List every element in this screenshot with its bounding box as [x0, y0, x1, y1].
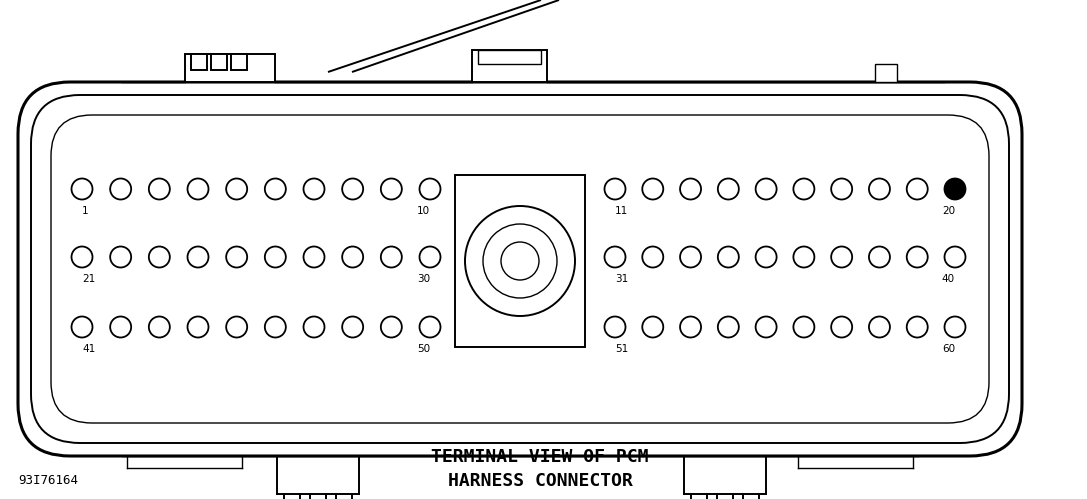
Circle shape: [187, 316, 209, 337]
Text: 30: 30: [417, 274, 430, 284]
Circle shape: [149, 179, 170, 200]
Circle shape: [794, 179, 814, 200]
Circle shape: [680, 247, 701, 267]
Text: 1: 1: [82, 206, 89, 216]
Bar: [472, 50, 547, 82]
Text: 60: 60: [941, 344, 955, 354]
Circle shape: [869, 179, 890, 200]
Circle shape: [680, 179, 701, 200]
FancyBboxPatch shape: [51, 115, 989, 423]
Circle shape: [149, 247, 170, 267]
Circle shape: [755, 179, 776, 200]
Circle shape: [717, 316, 739, 337]
Circle shape: [794, 316, 814, 337]
Circle shape: [907, 179, 927, 200]
Text: 40: 40: [941, 274, 955, 284]
Circle shape: [604, 247, 625, 267]
FancyBboxPatch shape: [18, 82, 1022, 456]
Circle shape: [832, 179, 852, 200]
Circle shape: [945, 316, 965, 337]
Text: 10: 10: [417, 206, 430, 216]
Circle shape: [226, 179, 247, 200]
Circle shape: [380, 247, 402, 267]
Circle shape: [717, 247, 739, 267]
Circle shape: [642, 247, 663, 267]
Circle shape: [265, 247, 286, 267]
Circle shape: [465, 206, 575, 316]
Circle shape: [642, 179, 663, 200]
Circle shape: [303, 316, 325, 337]
Text: 20: 20: [941, 206, 955, 216]
Circle shape: [483, 224, 557, 298]
Text: TERMINAL VIEW OF PCM: TERMINAL VIEW OF PCM: [432, 448, 649, 466]
Text: 41: 41: [82, 344, 96, 354]
Text: 21: 21: [82, 274, 96, 284]
Circle shape: [832, 316, 852, 337]
Circle shape: [72, 316, 92, 337]
Circle shape: [604, 179, 625, 200]
Circle shape: [226, 316, 247, 337]
Circle shape: [604, 316, 625, 337]
Circle shape: [303, 247, 325, 267]
Circle shape: [149, 316, 170, 337]
Circle shape: [380, 179, 402, 200]
Circle shape: [420, 247, 440, 267]
Text: HARNESS CONNECTOR: HARNESS CONNECTOR: [448, 472, 633, 490]
Circle shape: [265, 316, 286, 337]
Circle shape: [869, 316, 890, 337]
Circle shape: [303, 179, 325, 200]
Bar: [185, 54, 275, 82]
Circle shape: [265, 179, 286, 200]
Circle shape: [832, 247, 852, 267]
Text: 11: 11: [615, 206, 628, 216]
Text: 51: 51: [615, 344, 628, 354]
Circle shape: [501, 242, 539, 280]
Circle shape: [420, 316, 440, 337]
Circle shape: [342, 179, 363, 200]
Circle shape: [717, 179, 739, 200]
Circle shape: [72, 179, 92, 200]
Circle shape: [680, 316, 701, 337]
Circle shape: [642, 316, 663, 337]
Circle shape: [945, 179, 965, 200]
Bar: [232, 54, 247, 70]
Circle shape: [945, 247, 965, 267]
Circle shape: [110, 247, 132, 267]
Circle shape: [187, 179, 209, 200]
Text: 93I76164: 93I76164: [18, 475, 78, 488]
Bar: [875, 64, 897, 82]
Bar: [211, 54, 227, 70]
Circle shape: [380, 316, 402, 337]
Bar: [455, 175, 585, 347]
Circle shape: [755, 316, 776, 337]
Bar: [191, 54, 207, 70]
Circle shape: [794, 247, 814, 267]
Circle shape: [755, 247, 776, 267]
Text: 50: 50: [417, 344, 430, 354]
Circle shape: [187, 247, 209, 267]
Circle shape: [226, 247, 247, 267]
Text: 31: 31: [615, 274, 628, 284]
FancyBboxPatch shape: [32, 95, 1009, 443]
Circle shape: [869, 247, 890, 267]
Circle shape: [420, 179, 440, 200]
Circle shape: [342, 316, 363, 337]
Circle shape: [907, 247, 927, 267]
Circle shape: [72, 247, 92, 267]
Circle shape: [907, 316, 927, 337]
Circle shape: [110, 179, 132, 200]
Bar: [478, 50, 541, 64]
Circle shape: [342, 247, 363, 267]
Circle shape: [110, 316, 132, 337]
